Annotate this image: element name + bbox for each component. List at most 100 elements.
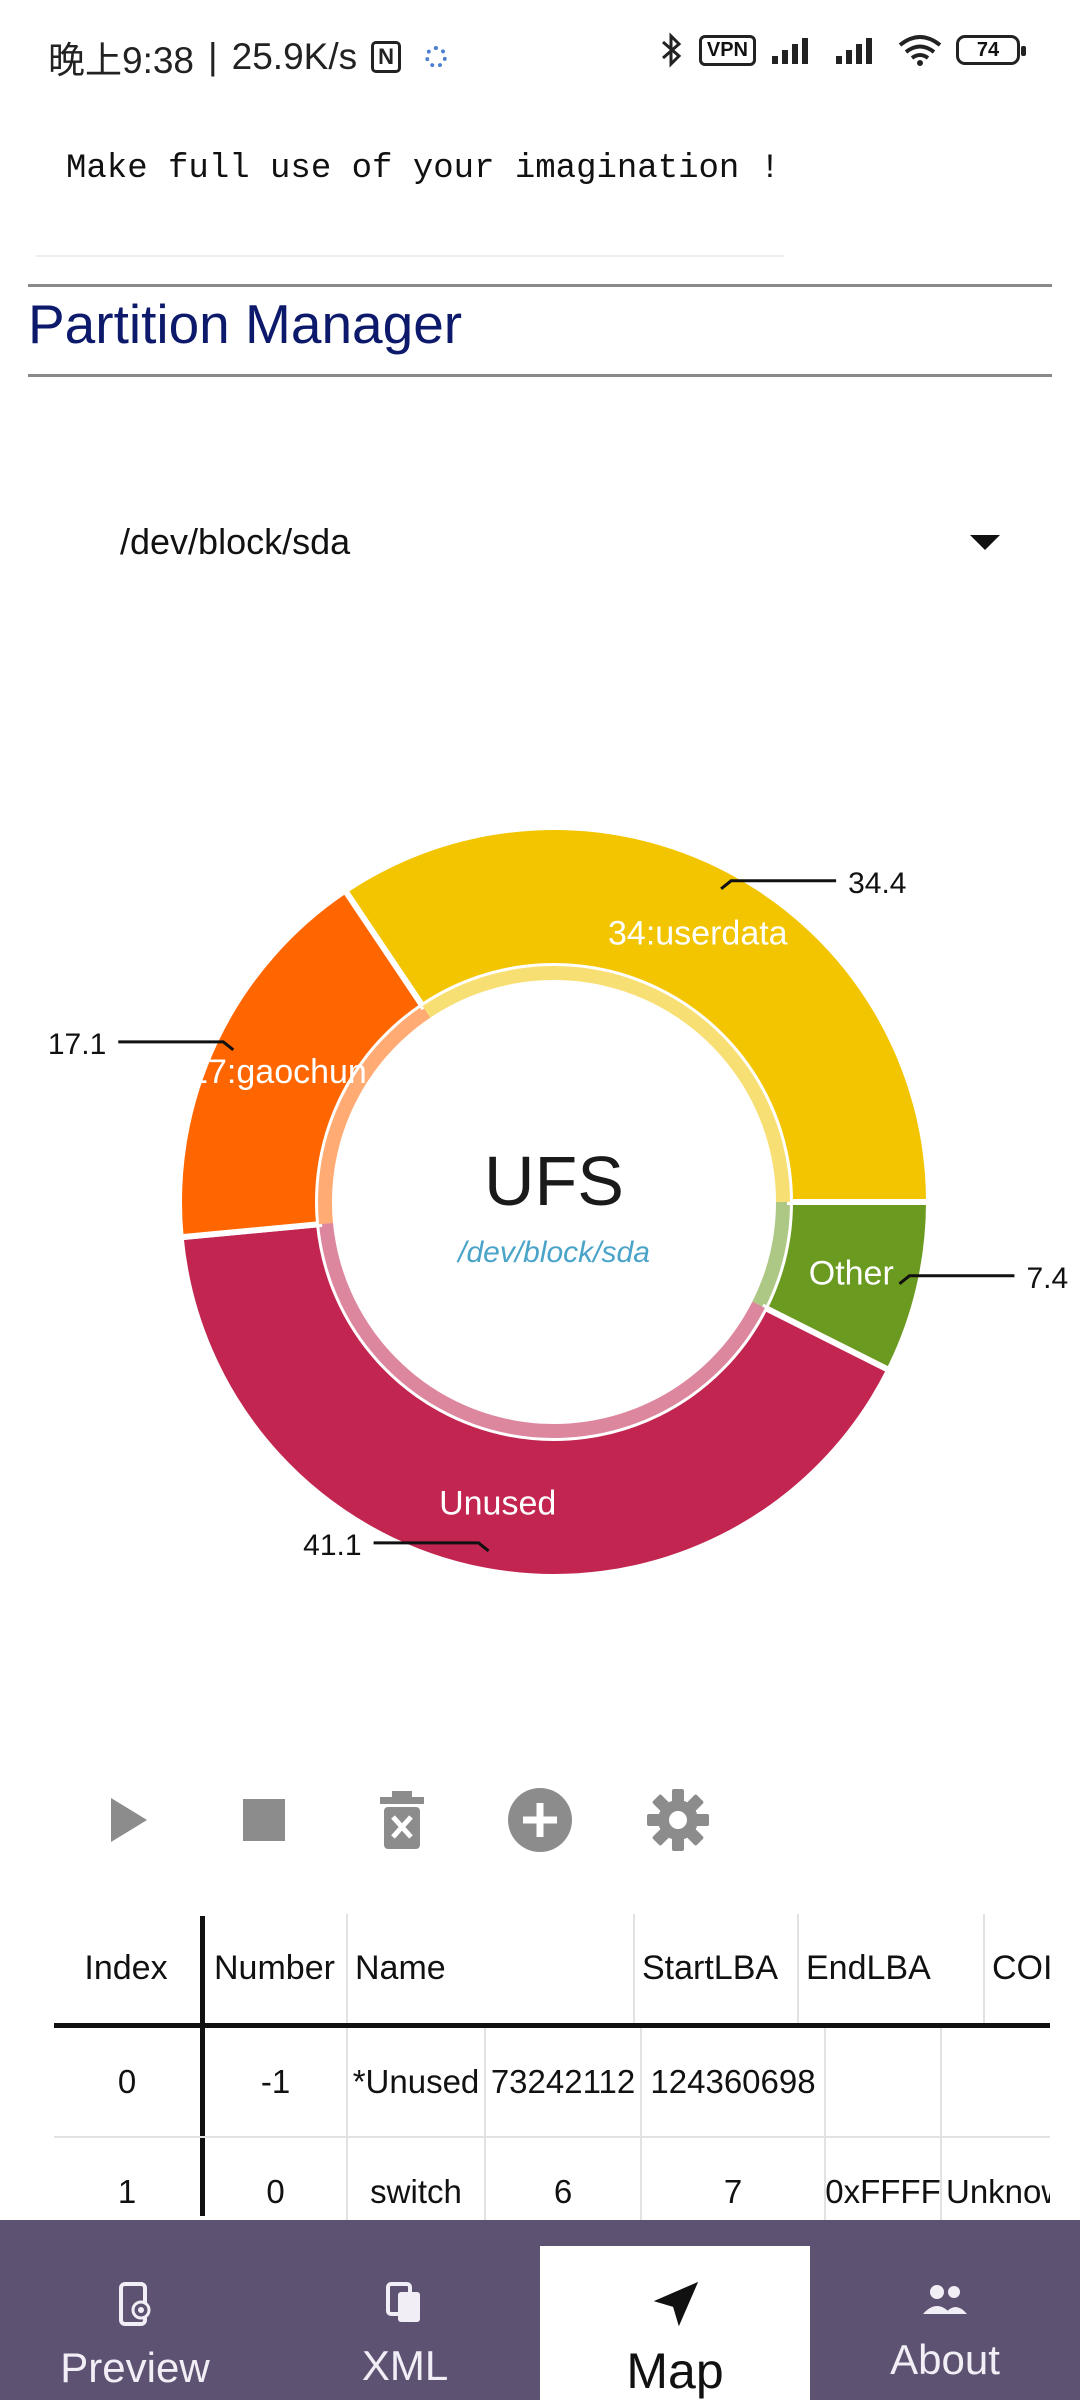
add-circle-icon (508, 1788, 572, 1852)
table-cell: *Unused (352, 2063, 480, 2100)
header-separator (797, 1914, 799, 2026)
partition-toolbar (0, 1780, 1080, 1860)
nav-about[interactable]: About (810, 2220, 1080, 2400)
nav-xml[interactable]: XML (270, 2220, 540, 2400)
bottom-navigation: Preview XML Map About (0, 2220, 1080, 2400)
table-header-coi: COI (992, 1948, 1050, 1987)
cell-separator (640, 2028, 642, 2220)
table-cell: switch (370, 2173, 462, 2210)
slice-value-label: 34.4 (848, 867, 906, 900)
navigation-arrow-icon (653, 2281, 699, 2327)
bluetooth-icon (661, 32, 682, 68)
header-separator (346, 1914, 348, 2026)
table-cell: 1 (117, 2173, 137, 2210)
file-copy-icon (386, 2282, 420, 2322)
phone-settings-icon (119, 2282, 151, 2326)
slice-label: Unused (439, 1484, 556, 1522)
value-leader-line (720, 879, 837, 890)
table-cell (942, 2028, 1050, 2136)
donut-slice-labels: Other Unused 17:gaochun 34:userdata (189, 914, 894, 1522)
nav-xml-label: XML (361, 2342, 449, 2389)
nav-map-label: Map (626, 2343, 724, 2399)
slice-value-label: 17.1 (48, 1028, 106, 1061)
nav-map[interactable]: Map (540, 2246, 810, 2400)
value-leader-line (373, 1541, 490, 1553)
cell-separator (824, 2028, 826, 2220)
nfc-icon: N (371, 41, 402, 73)
delete-icon (380, 1791, 424, 1849)
vpn-badge: VPN (698, 34, 756, 66)
table-cell: Unknown (946, 2173, 1050, 2210)
header-separator (633, 1914, 635, 2026)
cell-separator (484, 2028, 486, 2220)
nav-preview-label: Preview (60, 2344, 210, 2391)
header-separator (983, 1914, 985, 2026)
donut-slice-inner-ring (317, 1005, 431, 1225)
chart-center-subtitle: /dev/block/sda (456, 1236, 650, 1269)
tagline-divider (36, 255, 784, 257)
chart-center-title: UFS (484, 1142, 624, 1220)
value-leader-line (118, 1040, 235, 1052)
table-cell: 7 (723, 2173, 743, 2210)
stop-icon (243, 1799, 285, 1841)
status-right: VPN 74 (659, 32, 1026, 68)
stop-button[interactable] (224, 1780, 304, 1860)
cell-separator (940, 2028, 942, 2220)
page-title: Partition Manager (28, 293, 463, 355)
slice-label: Other (809, 1254, 894, 1292)
table-header-endlba: EndLBA (806, 1948, 931, 1987)
tagline: Make full use of your imagination ! (66, 150, 781, 188)
delete-button[interactable] (362, 1780, 442, 1860)
signal-icon (772, 38, 808, 64)
slice-value-label: 41.1 (303, 1529, 361, 1562)
settings-button[interactable] (638, 1780, 718, 1860)
status-separator: | (208, 36, 218, 77)
status-left: 晚上9:38 | 25.9K/s N (48, 30, 448, 84)
donut-slice-inner-ring (422, 965, 790, 1202)
wifi-icon (898, 35, 942, 66)
table-cell: 73242112 (490, 2063, 636, 2100)
signal-icon-2 (836, 38, 872, 64)
nav-preview[interactable]: Preview (0, 2220, 270, 2400)
title-rule-bottom (28, 374, 1052, 377)
cell-separator (346, 2028, 348, 2220)
slice-value-label: 7.4 (1026, 1262, 1068, 1295)
table-cell: 0xFFFF (826, 2173, 940, 2210)
table-cell: 6 (553, 2173, 573, 2210)
network-speed: 25.9K/s (231, 36, 358, 77)
table-cell: 0 (117, 2063, 137, 2100)
table-header-index: Index (84, 1948, 168, 1987)
title-rule-top (28, 284, 1052, 287)
table-cell: -1 (260, 2063, 291, 2100)
device-dropdown[interactable]: /dev/block/sda (120, 515, 1010, 569)
table-header-number: Number (214, 1948, 335, 1987)
gear-icon (647, 1789, 709, 1851)
battery-indicator: 74 (956, 35, 1026, 65)
add-partition-button[interactable] (500, 1780, 580, 1860)
donut-slice-inner-ring (752, 1202, 790, 1308)
play-icon (111, 1798, 147, 1842)
settings-notification-icon (425, 46, 448, 68)
partition-table: Index Number Name StartLBA EndLBA COI 0 … (54, 1912, 1050, 2220)
header-underline (54, 2023, 1050, 2028)
table-cell: 124360698 (650, 2063, 816, 2100)
slice-label: 17:gaochun (189, 1053, 367, 1091)
table-cell (826, 2028, 940, 2136)
donut-slices (176, 824, 933, 1580)
index-column-divider (200, 1916, 205, 2216)
play-button[interactable] (88, 1780, 168, 1860)
status-bar: 晚上9:38 | 25.9K/s N VPN 74 (0, 0, 1080, 100)
row-separator (54, 2136, 1050, 2138)
table-header-name: Name (355, 1948, 446, 1987)
partition-donut-chart: Other Unused 17:gaochun 34:userdata 7.4 41.1… (48, 824, 1068, 1580)
people-icon (923, 2285, 967, 2314)
chevron-down-icon (970, 535, 1000, 550)
status-time: 晚上9:38 (48, 40, 195, 81)
table-header-startlba: StartLBA (642, 1948, 779, 1987)
nav-about-label: About (890, 2336, 1000, 2383)
value-leader-line (898, 1274, 1015, 1285)
slice-label: 34:userdata (608, 914, 788, 952)
table-cell: 0 (266, 2173, 285, 2210)
donut-value-labels: 7.4 41.1 17.1 34.4 (48, 867, 1068, 1562)
device-dropdown-value: /dev/block/sda (120, 521, 351, 562)
